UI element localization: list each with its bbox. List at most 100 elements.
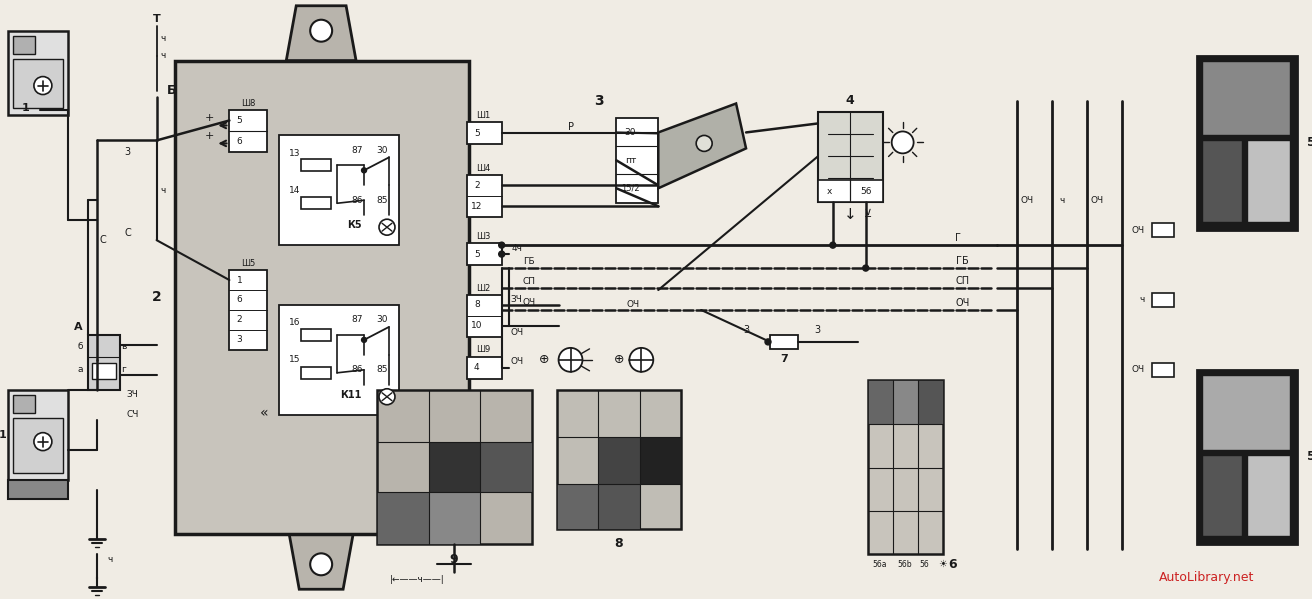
Text: К5: К5 bbox=[346, 220, 361, 230]
Text: 5: 5 bbox=[474, 129, 480, 138]
Text: Ш8: Ш8 bbox=[241, 99, 256, 108]
Bar bbox=[230, 270, 268, 350]
Bar bbox=[429, 492, 480, 544]
Text: 6: 6 bbox=[236, 295, 243, 304]
Text: 1: 1 bbox=[0, 429, 7, 440]
Circle shape bbox=[379, 389, 395, 405]
Bar bbox=[8, 390, 68, 480]
Text: 1: 1 bbox=[236, 276, 243, 285]
Text: ч: ч bbox=[160, 186, 165, 195]
Bar bbox=[480, 441, 531, 492]
Bar bbox=[8, 31, 68, 116]
Text: ОЧ: ОЧ bbox=[1021, 196, 1034, 205]
Text: ч: ч bbox=[160, 34, 165, 43]
Text: ⊻: ⊻ bbox=[863, 209, 871, 219]
Text: |←——ч——|: |←——ч——| bbox=[390, 575, 445, 584]
Circle shape bbox=[310, 20, 332, 42]
Text: ОЧ: ОЧ bbox=[627, 301, 640, 310]
Bar bbox=[770, 335, 798, 349]
Text: 4ч: 4ч bbox=[512, 244, 522, 253]
Bar bbox=[556, 390, 681, 530]
Circle shape bbox=[34, 77, 52, 95]
Text: +: + bbox=[205, 113, 214, 123]
Text: 30: 30 bbox=[377, 316, 388, 325]
Text: 56: 56 bbox=[859, 187, 871, 196]
Bar bbox=[13, 418, 63, 473]
Text: Г: Г bbox=[955, 233, 960, 243]
Text: 9: 9 bbox=[450, 553, 458, 566]
Bar bbox=[13, 395, 35, 413]
Text: Т: Т bbox=[152, 14, 160, 24]
Text: 56a: 56a bbox=[872, 560, 887, 569]
Text: 30: 30 bbox=[377, 146, 388, 155]
Text: 10: 10 bbox=[471, 322, 483, 331]
Circle shape bbox=[499, 251, 505, 257]
Text: Ш1: Ш1 bbox=[476, 111, 491, 120]
Bar bbox=[230, 110, 268, 152]
Text: в: в bbox=[121, 343, 126, 352]
Text: ОЧ: ОЧ bbox=[510, 328, 523, 337]
Text: ⊕: ⊕ bbox=[539, 353, 550, 367]
Text: ГБ: ГБ bbox=[522, 256, 534, 265]
Text: ОЧ: ОЧ bbox=[1132, 226, 1145, 235]
Bar bbox=[867, 380, 892, 423]
Circle shape bbox=[765, 339, 771, 345]
Text: 6: 6 bbox=[949, 558, 956, 571]
Text: а: а bbox=[77, 365, 83, 374]
Text: 16: 16 bbox=[289, 319, 300, 328]
Text: 85: 85 bbox=[377, 196, 388, 205]
Bar bbox=[1152, 223, 1174, 237]
Text: 4: 4 bbox=[845, 94, 854, 107]
Text: 30: 30 bbox=[625, 128, 636, 137]
Text: 6: 6 bbox=[236, 137, 243, 146]
Text: 85: 85 bbox=[377, 365, 388, 374]
Text: 2: 2 bbox=[474, 181, 480, 190]
Bar bbox=[467, 122, 501, 144]
Bar bbox=[467, 295, 501, 337]
Text: 2: 2 bbox=[152, 290, 161, 304]
Text: К11: К11 bbox=[340, 390, 362, 400]
Text: 86: 86 bbox=[352, 365, 363, 374]
Polygon shape bbox=[289, 534, 353, 589]
Text: ч: ч bbox=[1060, 196, 1065, 205]
Text: 5: 5 bbox=[236, 116, 243, 125]
Text: 56b: 56b bbox=[897, 560, 912, 569]
Text: пт: пт bbox=[625, 156, 636, 165]
Circle shape bbox=[830, 242, 836, 248]
Bar bbox=[302, 159, 331, 171]
Text: ↓: ↓ bbox=[844, 207, 857, 222]
Text: ОЧ: ОЧ bbox=[955, 298, 970, 308]
Text: ГБ: ГБ bbox=[956, 256, 968, 266]
Text: С: С bbox=[125, 228, 131, 238]
Bar bbox=[598, 483, 640, 530]
Text: Ш5: Ш5 bbox=[241, 259, 256, 268]
Bar bbox=[467, 357, 501, 379]
Text: 3: 3 bbox=[236, 335, 243, 344]
Text: 5: 5 bbox=[474, 250, 480, 259]
Text: 5: 5 bbox=[1307, 136, 1312, 149]
Bar bbox=[640, 437, 681, 483]
Text: А: А bbox=[73, 322, 83, 332]
Text: ОЧ: ОЧ bbox=[1090, 196, 1103, 205]
Text: «: « bbox=[260, 406, 269, 420]
Text: 2: 2 bbox=[236, 316, 243, 325]
Text: Р: Р bbox=[568, 122, 573, 132]
Text: ч: ч bbox=[160, 51, 165, 60]
Text: AutoLibrary.net: AutoLibrary.net bbox=[1160, 571, 1254, 584]
Bar bbox=[13, 36, 35, 54]
Bar bbox=[598, 437, 640, 483]
Text: 13: 13 bbox=[289, 149, 300, 158]
Text: 15/2: 15/2 bbox=[621, 184, 640, 193]
Text: СП: СП bbox=[522, 277, 535, 286]
Bar bbox=[88, 335, 119, 390]
Text: 1: 1 bbox=[22, 104, 30, 113]
Bar bbox=[917, 380, 942, 423]
Circle shape bbox=[362, 168, 366, 173]
Text: 8: 8 bbox=[474, 301, 480, 310]
Text: Б: Б bbox=[167, 84, 176, 97]
Text: 14: 14 bbox=[289, 186, 300, 195]
Text: 87: 87 bbox=[352, 146, 363, 155]
Bar bbox=[8, 480, 68, 500]
Bar bbox=[1202, 455, 1241, 536]
Text: 87: 87 bbox=[352, 316, 363, 325]
